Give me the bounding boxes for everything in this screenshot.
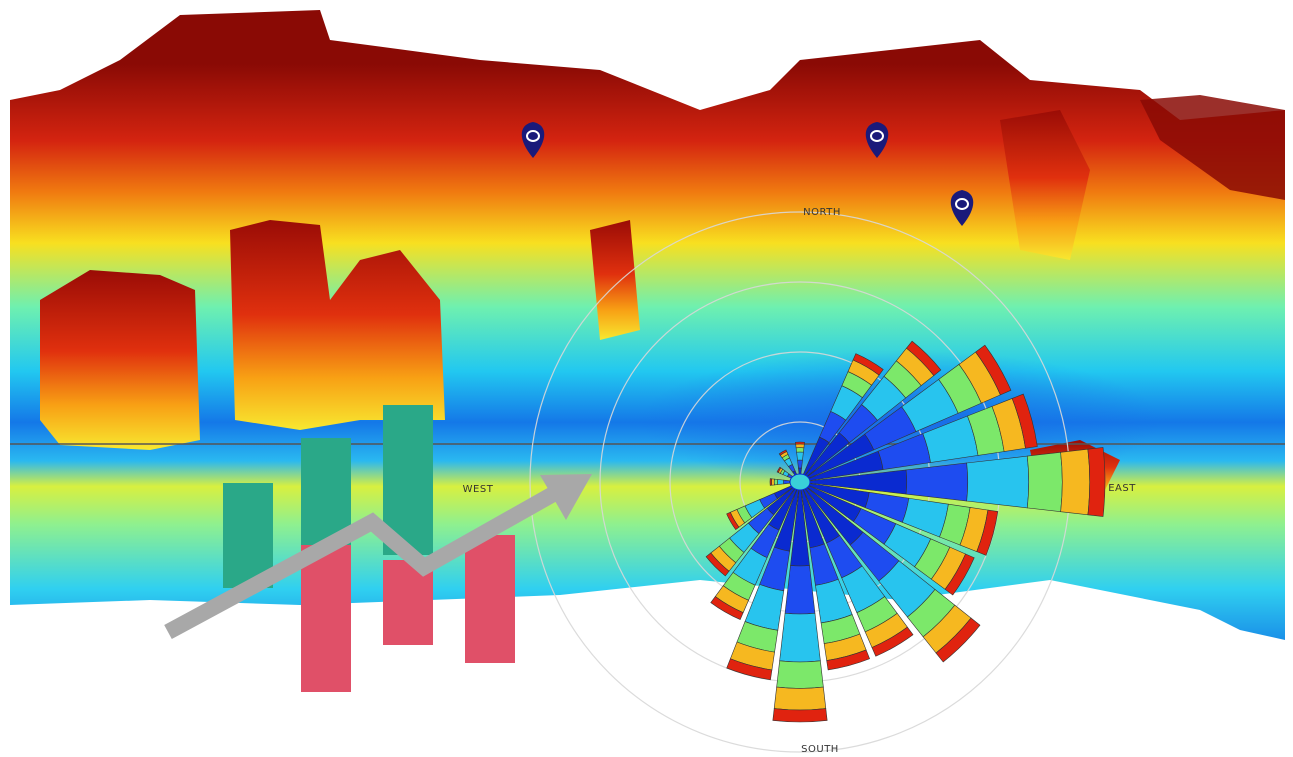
rose-segment (774, 479, 777, 485)
rose-segment (773, 709, 827, 722)
rose-segment (1088, 447, 1105, 516)
compass-label: WEST (463, 484, 494, 495)
compass-label: SOUTH (801, 744, 839, 755)
compass-label: NORTH (803, 207, 841, 218)
rose-segment (772, 479, 775, 485)
rose-segment (785, 565, 815, 614)
page: {"compass": {"north": "NORTH", "west": "… (0, 0, 1293, 757)
rose-segment (795, 442, 804, 444)
terrain-pillars (40, 270, 200, 450)
rose-segment (797, 452, 804, 460)
rose-segment (796, 444, 805, 448)
rose-segment (906, 463, 968, 501)
rose-segment (777, 661, 824, 689)
compass-label: EAST (1108, 483, 1136, 494)
rose-segment (796, 448, 804, 453)
rose-segment (967, 456, 1029, 508)
terrain-surface (10, 10, 1285, 640)
rose-segment (784, 480, 790, 484)
rose-segment (778, 479, 784, 484)
rose-segment (780, 613, 821, 662)
rose-hub (790, 474, 810, 490)
rose-segment (798, 460, 803, 468)
rose-segment (1061, 449, 1090, 515)
rose-segment (770, 479, 772, 486)
rose-segment (1027, 452, 1062, 511)
rose-segment (774, 687, 826, 710)
illustration: NORTH WEST EAST SOUTH (0, 0, 1293, 757)
